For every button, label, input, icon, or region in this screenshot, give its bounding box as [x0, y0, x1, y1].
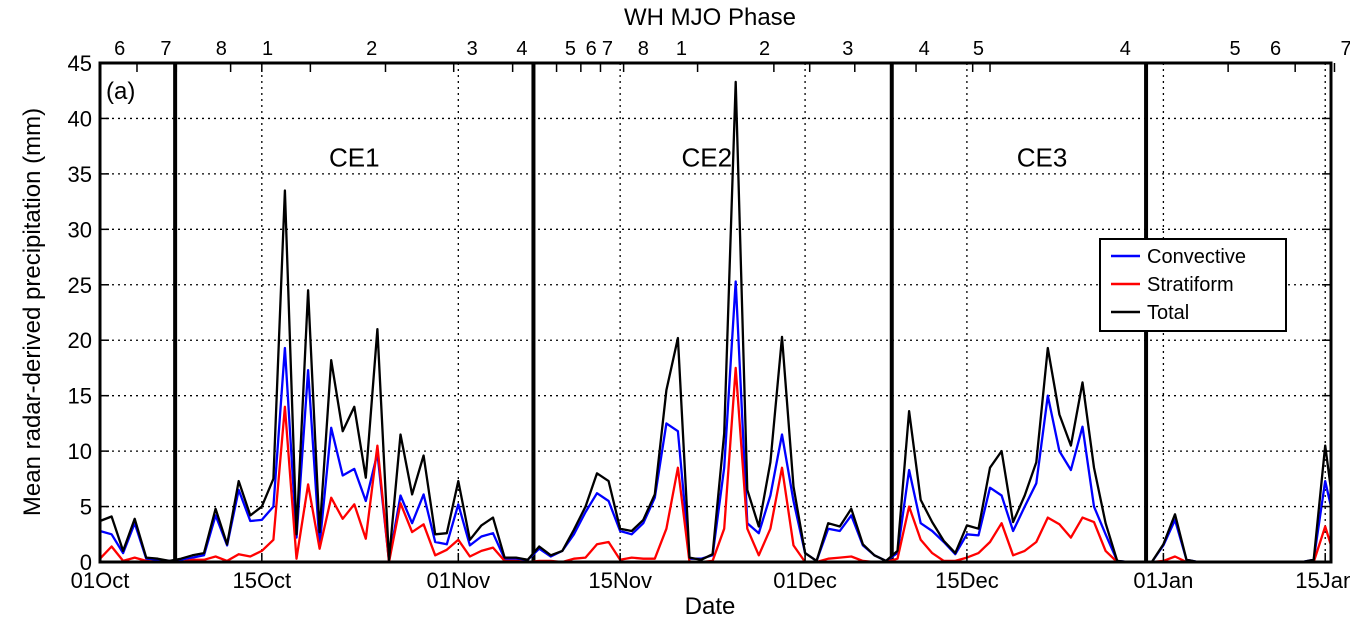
- phase-label: 7: [1340, 38, 1350, 60]
- x-tick-label: 15Nov: [588, 568, 652, 593]
- y-axis-title: Mean radar-derived precipitation (mm): [19, 108, 46, 516]
- y-tick-label: 45: [68, 51, 92, 76]
- event-boundaries: [173, 63, 1149, 562]
- phase-label: 8: [216, 38, 227, 60]
- axis-ticks: [99, 62, 1336, 563]
- y-tick-label: 0: [80, 550, 92, 575]
- y-tick-label: 20: [68, 328, 92, 353]
- phase-label: 5: [565, 38, 576, 60]
- phase-label: 1: [262, 38, 273, 60]
- phase-label: 3: [842, 38, 853, 60]
- top-axis-title: WH MJO Phase: [624, 4, 796, 31]
- y-tick-label: 25: [68, 273, 92, 298]
- y-tick-label: 30: [68, 217, 92, 242]
- x-tick-label: 01Dec: [773, 568, 837, 593]
- y-tick-label: 5: [80, 495, 92, 520]
- phase-label: 6: [1270, 38, 1281, 60]
- plot-frame: [98, 61, 1333, 564]
- phase-label: 6: [114, 38, 125, 60]
- x-tick-label: 15Dec: [935, 568, 999, 593]
- phase-label: 8: [638, 38, 649, 60]
- panel-label: (a): [106, 78, 135, 105]
- phase-label: 7: [602, 38, 613, 60]
- x-tick-label: 15Jan: [1295, 568, 1350, 593]
- event-label: CE2: [682, 142, 733, 172]
- x-tick-label: 15Oct: [232, 568, 291, 593]
- phase-labels: 678123456781234545676: [114, 38, 1350, 60]
- event-label: CE1: [329, 142, 380, 172]
- phase-label: 2: [759, 38, 770, 60]
- x-tick-label: 01Nov: [427, 568, 491, 593]
- legend: Convective Stratiform Total: [1099, 238, 1287, 332]
- phase-label: 4: [516, 38, 527, 60]
- y-tick-label: 40: [68, 106, 92, 131]
- phase-label: 5: [973, 38, 984, 60]
- y-tick-label: 10: [68, 439, 92, 464]
- legend-label-stratiform: Stratiform: [1147, 274, 1234, 296]
- y-tick-labels: 0 5 10 15 20 25 30 35 40 45: [68, 51, 92, 575]
- phase-label: 4: [1120, 38, 1131, 60]
- y-tick-label: 15: [68, 384, 92, 409]
- y-tick-label: 35: [68, 162, 92, 187]
- phase-label: 1: [676, 38, 687, 60]
- x-axis-title: Date: [685, 593, 736, 620]
- x-tick-label: 01Oct: [71, 568, 130, 593]
- phase-label: 5: [1230, 38, 1241, 60]
- event-label: CE3: [1017, 142, 1068, 172]
- x-tick-labels: 01Oct 15Oct 01Nov 15Nov 01Dec 15Dec 01Jan 15Jan: [71, 568, 1350, 593]
- phase-label: 4: [919, 38, 930, 60]
- phase-label: 3: [467, 38, 478, 60]
- event-labels: CE1 CE2 CE3: [329, 142, 1067, 172]
- phase-label: 6: [586, 38, 597, 60]
- phase-label: 2: [366, 38, 377, 60]
- legend-label-total: Total: [1147, 302, 1189, 324]
- legend-label-convective: Convective: [1147, 246, 1246, 268]
- phase-label: 7: [160, 38, 171, 60]
- x-tick-label: 01Jan: [1133, 568, 1193, 593]
